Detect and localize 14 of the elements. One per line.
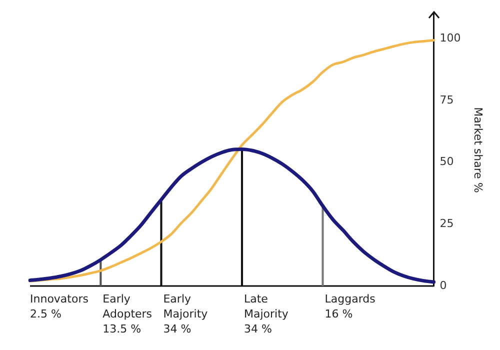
y-tick-label: 100 — [440, 32, 461, 45]
y-tick-label: 75 — [440, 93, 454, 106]
bar — [322, 206, 324, 286]
line-series — [28, 38, 436, 282]
y-tick-label: 0 — [440, 278, 447, 292]
y-tick-label: 25 — [440, 217, 454, 230]
text: Early Majority 34 % — [163, 292, 208, 336]
text: Innovators 2.5 % — [30, 292, 89, 320]
y-tick-label: 50 — [440, 155, 454, 168]
text: Laggards 16 % — [324, 292, 376, 320]
y-axis-title: Market share % — [472, 107, 485, 193]
line-series — [28, 148, 436, 284]
text: Early Adopters 13.5 % — [102, 292, 152, 336]
text: Late Majority 34 % — [244, 292, 289, 336]
